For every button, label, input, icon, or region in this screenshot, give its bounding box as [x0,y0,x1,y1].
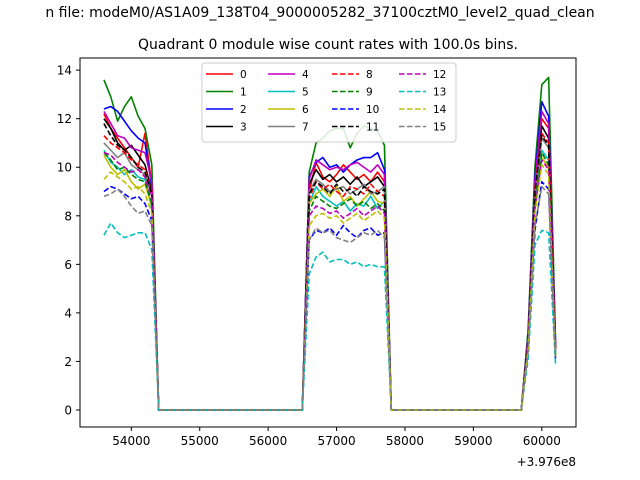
y-tick-label: 10 [57,161,72,175]
x-axis: 54000 55000 56000 57000 58000 59000 60000 [112,427,561,448]
legend-label: 0 [240,69,247,81]
y-tick-label: 12 [57,112,72,126]
legend-label: 5 [302,87,309,99]
legend-label: 13 [433,87,446,99]
legend-label: 3 [240,122,247,134]
y-tick-label: 6 [64,258,72,272]
legend-label: 8 [366,69,373,81]
series-line-15 [103,185,557,411]
series-line-14 [103,164,557,411]
legend-label: 9 [366,87,373,99]
y-tick-label: 14 [57,64,72,78]
x-tick-label: 54000 [112,434,150,448]
chart-title: Quadrant 0 module wise count rates with … [138,37,518,53]
plot-frame [79,57,577,428]
legend-label: 10 [366,104,379,116]
legend-label: 7 [302,122,309,134]
y-tick-label: 2 [64,355,72,369]
legend-box [201,62,457,143]
y-tick-label: 0 [64,404,72,418]
x-tick-label: 56000 [249,434,287,448]
y-axis: 0 2 4 6 8 10 12 14 [57,64,80,418]
legend-label: 11 [366,122,379,134]
plot-lines [103,76,557,411]
legend-label: 6 [302,104,309,116]
series-line-12 [103,151,557,411]
series-line-11 [103,123,557,411]
legend-label: 14 [433,104,447,116]
y-tick-label: 8 [64,209,72,223]
x-axis-offset-label: +3.976e8 [517,455,576,469]
x-tick-label: 58000 [386,434,424,448]
chart-suptitle: n file: modeM0/AS1A09_138T04_9000005282_… [45,5,594,21]
x-tick-label: 57000 [317,434,355,448]
legend-label: 15 [433,122,446,134]
x-tick-label: 60000 [523,434,561,448]
legend-label: 4 [302,69,309,81]
legend-label: 2 [240,104,247,116]
y-tick-label: 4 [64,306,72,320]
x-tick-label: 59000 [454,434,492,448]
x-tick-label: 55000 [181,434,219,448]
legend-label: 1 [240,87,247,99]
legend-label: 12 [433,69,446,81]
